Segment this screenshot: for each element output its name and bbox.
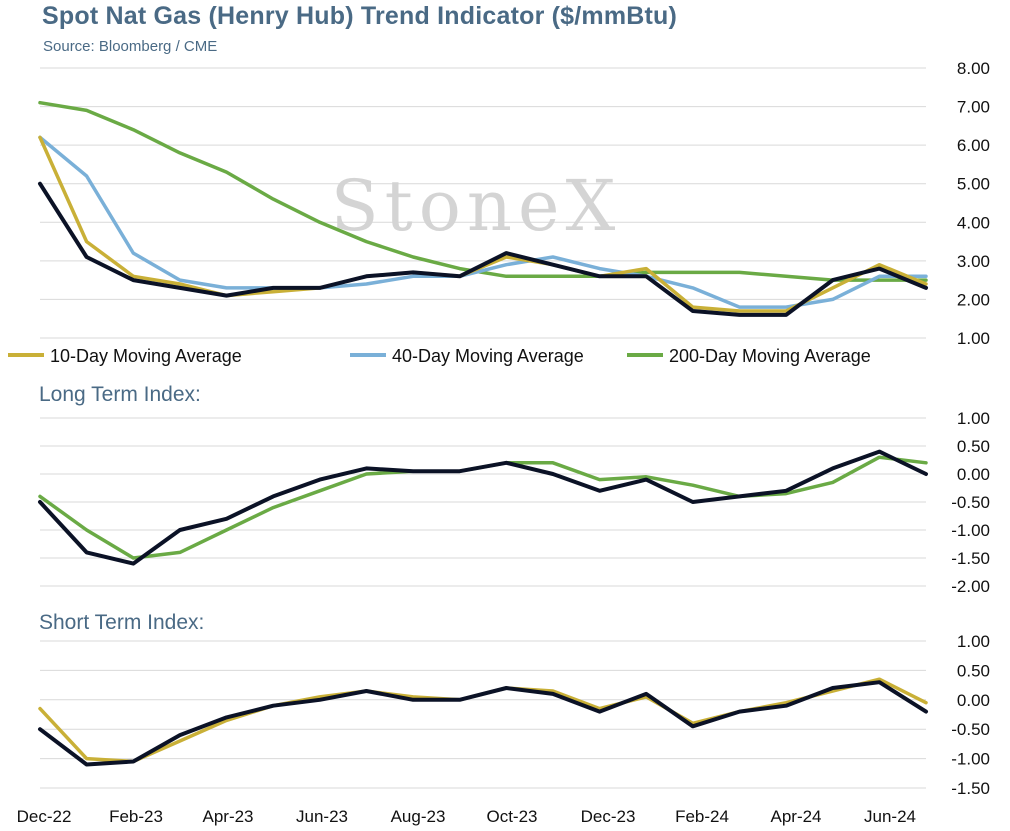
long-term-y-tick: 0.00 (957, 465, 990, 484)
main-y-tick: 2.00 (957, 290, 990, 309)
x-tick-label: Apr-23 (202, 807, 253, 826)
main-y-tick: 8.00 (957, 59, 990, 78)
long-term-y-tick: -1.50 (951, 549, 990, 568)
x-tick-label: Feb-23 (109, 807, 163, 826)
main-y-tick: 5.00 (957, 175, 990, 194)
main-y-tick: 6.00 (957, 136, 990, 155)
short-term-title: Short Term Index: (39, 611, 205, 634)
x-tick-label: Feb-24 (675, 807, 729, 826)
short-term-y-tick: 0.50 (957, 661, 990, 680)
short-term-y-tick: 1.00 (957, 632, 990, 651)
x-tick-label: Jun-23 (296, 807, 348, 826)
short-term-y-tick: -1.00 (951, 750, 990, 769)
short-term-series-line-0 (38, 680, 928, 767)
long-term-y-tick: 1.00 (957, 409, 990, 428)
chart-source: Source: Bloomberg / CME (43, 38, 218, 55)
short-term-y-tick: -1.50 (951, 779, 990, 798)
main-series-line-0 (38, 181, 928, 317)
legend-label: 10-Day Moving Average (50, 346, 242, 366)
long-term-y-tick: -2.00 (951, 577, 990, 596)
chart-title: Spot Nat Gas (Henry Hub) Trend Indicator… (42, 2, 678, 30)
x-tick-label: Oct-23 (486, 807, 537, 826)
stonex-watermark: StoneX (331, 165, 622, 247)
legend-label: 200-Day Moving Average (669, 346, 871, 366)
x-tick-label: Jun-24 (864, 807, 916, 826)
x-tick-label: Apr-24 (770, 807, 821, 826)
long-term-y-tick: -1.00 (951, 521, 990, 540)
x-tick-label: Dec-23 (581, 807, 636, 826)
main-y-tick: 7.00 (957, 98, 990, 117)
long-term-series-line-0 (38, 449, 928, 566)
long-term-series-line-1 (38, 455, 928, 560)
short-term-y-tick: -0.50 (951, 720, 990, 739)
long-term-y-tick: 0.50 (957, 437, 990, 456)
legend-label: 40-Day Moving Average (392, 346, 584, 366)
main-series-line-3 (38, 100, 928, 282)
main-series-line-2 (38, 135, 928, 309)
short-term-series-line-1 (38, 677, 928, 764)
x-tick-label: Aug-23 (391, 807, 446, 826)
long-term-title: Long Term Index: (39, 383, 201, 406)
main-y-tick: 1.00 (957, 329, 990, 348)
main-y-tick: 4.00 (957, 213, 990, 232)
x-tick-label: Dec-22 (17, 807, 72, 826)
long-term-y-tick: -0.50 (951, 493, 990, 512)
main-y-tick: 3.00 (957, 252, 990, 271)
short-term-y-tick: 0.00 (957, 691, 990, 710)
